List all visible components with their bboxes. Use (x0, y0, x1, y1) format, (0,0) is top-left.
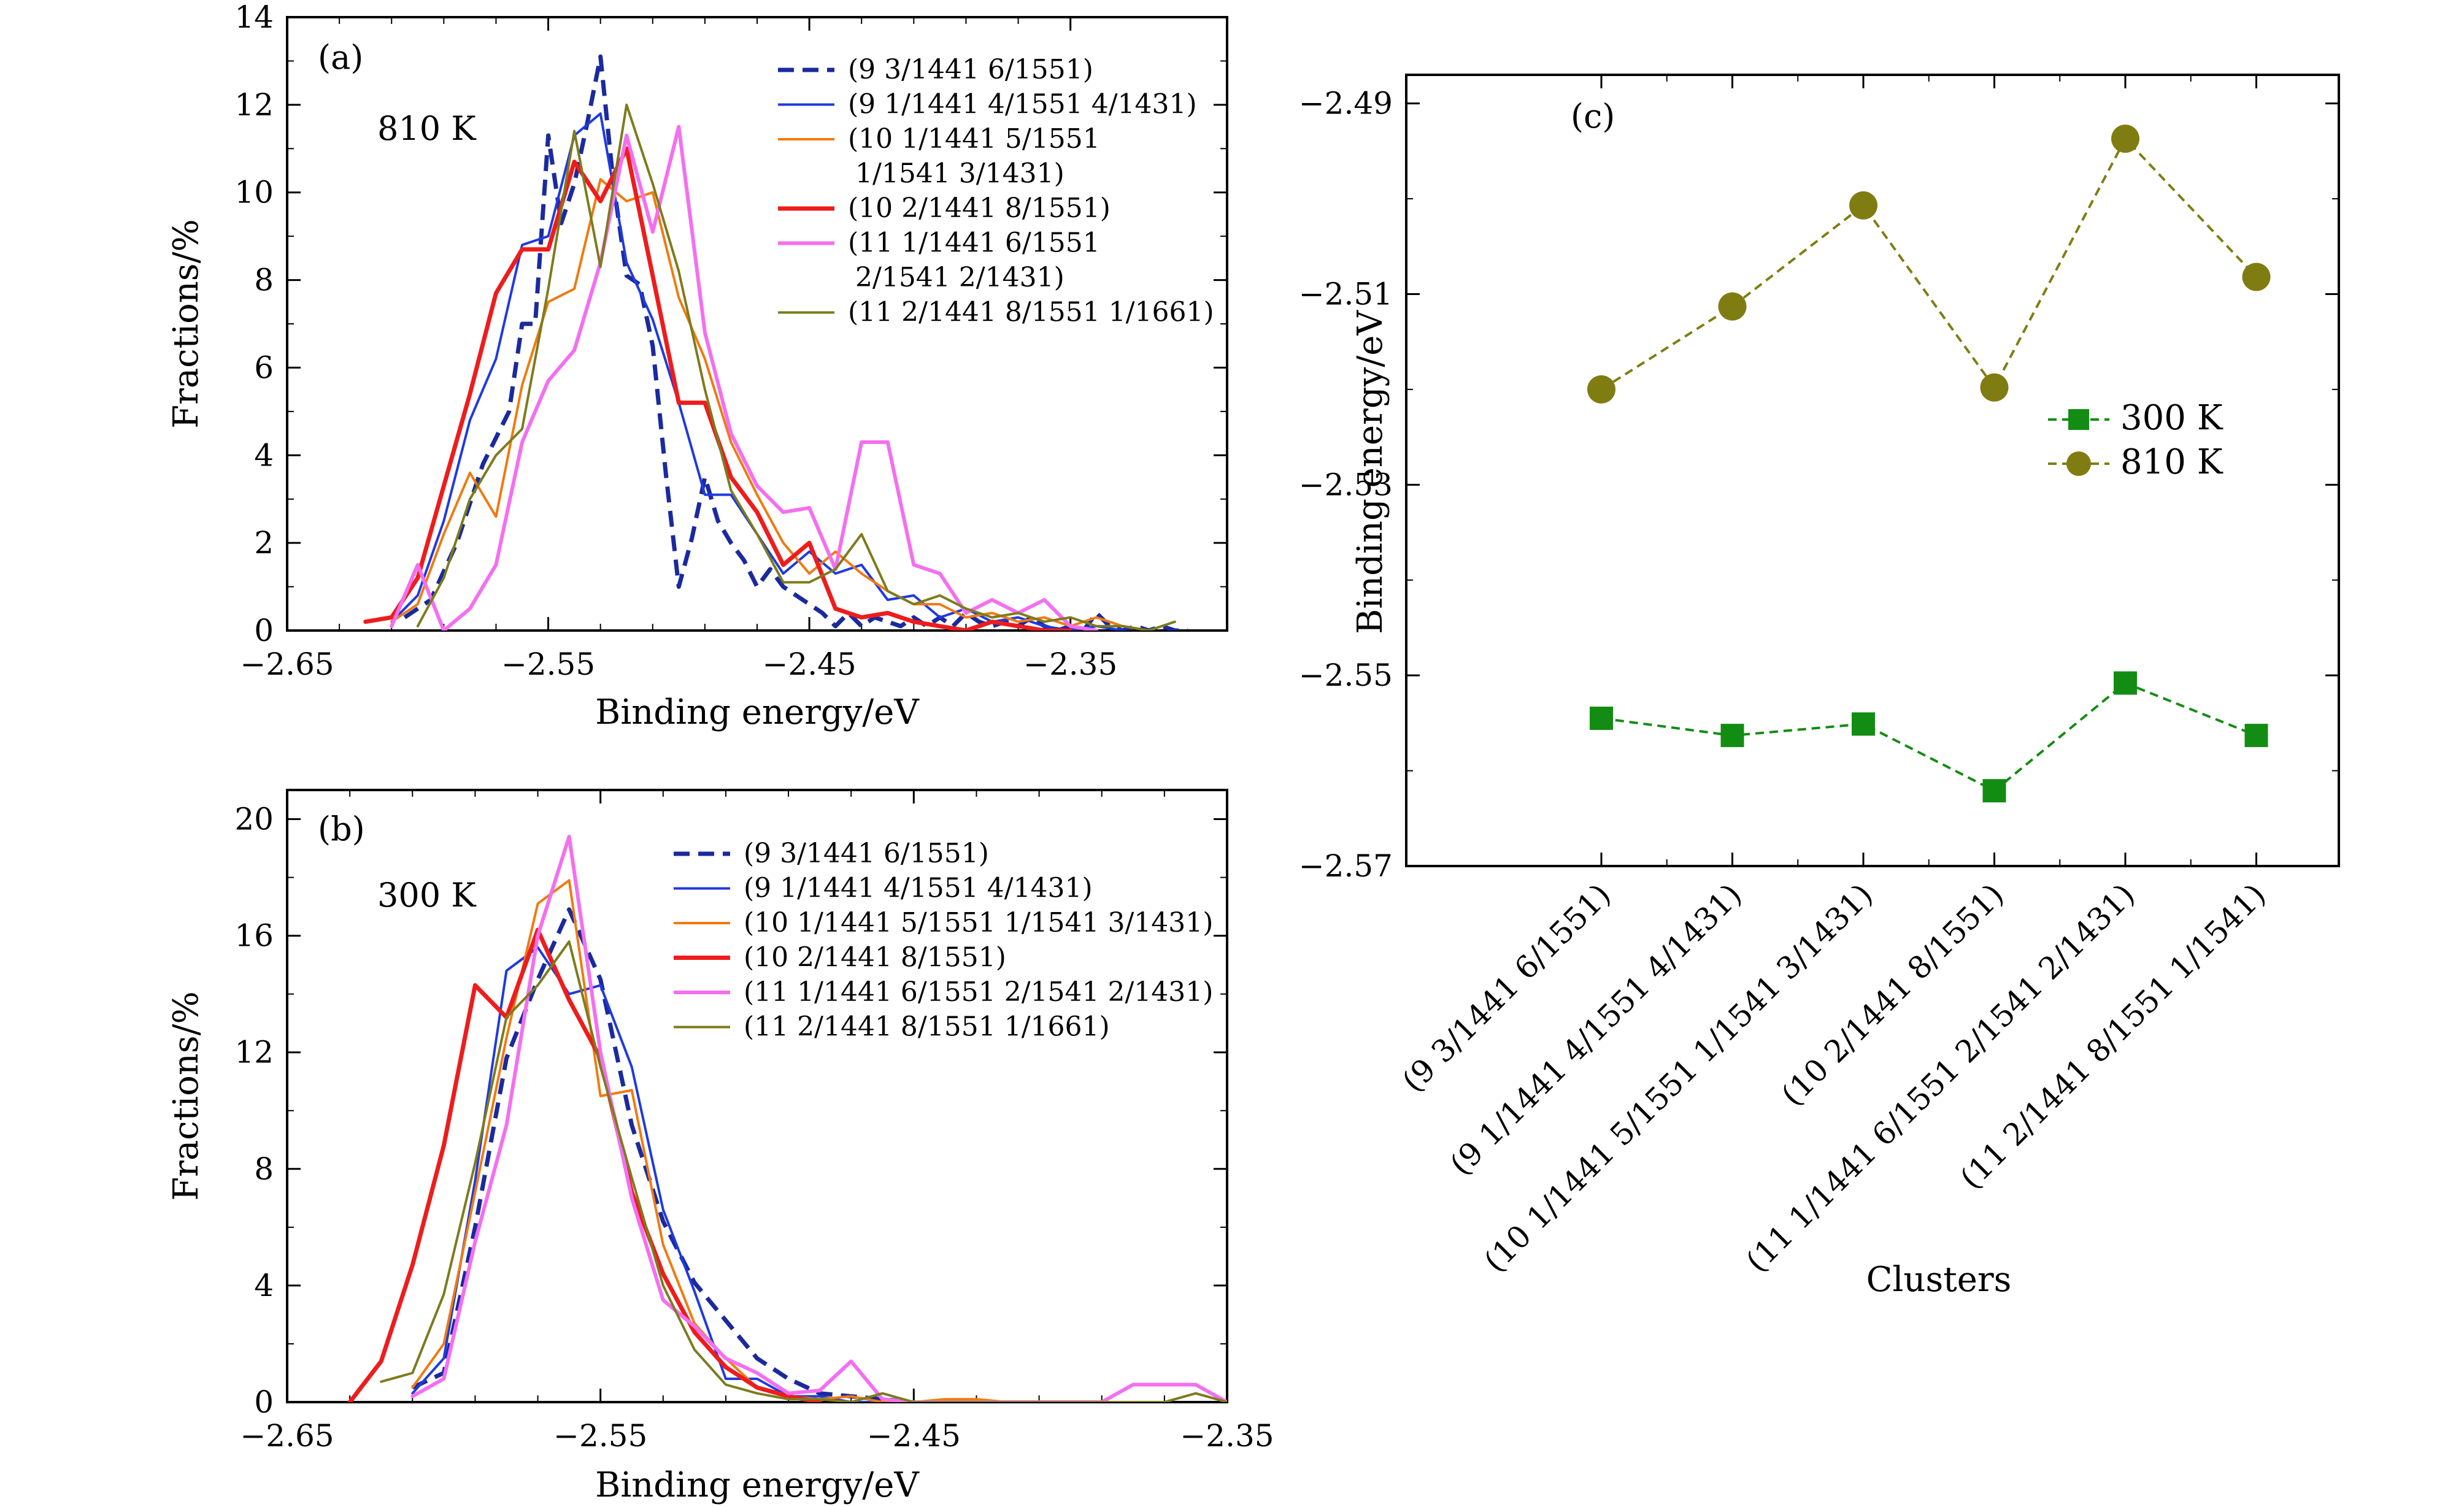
series-line-5 (390, 125, 1099, 631)
category-label: (10 2/1441 8/1551) (1774, 876, 2011, 1113)
panel-a-x-axis-label: Binding energy/eV (595, 692, 920, 732)
legend-label: (11 2/1441 8/1551 1/1661) (744, 1011, 1110, 1043)
series-line-300-K (1601, 681, 2257, 792)
x-tick-label: −2.65 (240, 646, 334, 682)
panel-b-x-axis-label: Binding energy/eV (595, 1465, 920, 1505)
panel-a-temperature: 810 K (377, 109, 477, 148)
legend-label: (11 2/1441 8/1551 1/1661) (848, 297, 1214, 328)
y-tick-label: 10 (234, 175, 274, 210)
legend-label: (9 3/1441 6/1551) (848, 54, 1093, 85)
legend-label: (10 1/1441 5/1551 1/1541 3/1431) (744, 907, 1213, 938)
panel-a-tag: (a) (318, 38, 363, 77)
legend-label: 300 K (2120, 398, 2223, 438)
panel-c-frame (1405, 74, 2340, 867)
data-point-circle (1587, 375, 1615, 404)
y-tick-label: 20 (234, 802, 274, 837)
x-tick-label: −2.65 (240, 1418, 334, 1454)
legend-label: 810 K (2120, 442, 2223, 482)
panel-b-temperature: 300 K (377, 876, 477, 915)
series-line-6 (416, 103, 1176, 631)
series-line-1 (411, 907, 914, 1402)
x-tick-label: −2.35 (1023, 646, 1117, 682)
x-tick-label: −2.55 (501, 646, 595, 682)
panel-b-tag: (b) (318, 810, 365, 848)
panel-c: −2.57−2.55−2.53−2.51−2.49(9 3/1441 6/155… (1299, 74, 2340, 1300)
y-tick-label: 6 (254, 350, 274, 385)
legend-label: (9 1/1441 4/1551 4/1431) (744, 873, 1093, 904)
y-tick-label: −2.57 (1299, 848, 1393, 884)
series-line-2 (390, 112, 1124, 631)
series-line-3 (390, 178, 1150, 631)
series-line-5 (410, 835, 1227, 1402)
legend-label: 1/1541 3/1431) (855, 158, 1065, 190)
y-tick-label: 8 (254, 1151, 274, 1187)
panel-c-tag: (c) (1571, 97, 1615, 136)
panel-a-y-axis-label: Fractions/% (166, 219, 206, 428)
y-tick-label: −2.53 (1299, 467, 1393, 502)
data-point-circle (1718, 292, 1747, 321)
panel-b-y-axis-label: Fractions/% (166, 991, 206, 1200)
legend-label: (9 3/1441 6/1551) (744, 838, 989, 869)
y-tick-label: 4 (254, 1268, 274, 1303)
series-line-4 (347, 927, 822, 1402)
y-tick-label: 8 (254, 263, 274, 298)
data-point-circle (1980, 373, 2009, 402)
legend-marker (2066, 451, 2091, 476)
legend-label: (10 2/1441 8/1551) (744, 942, 1006, 973)
data-point-square (1982, 779, 2006, 803)
y-tick-label: 0 (254, 613, 274, 648)
legend-label: (11 1/1441 6/1551 2/1541 2/1431) (744, 976, 1213, 1008)
y-tick-label: 16 (234, 918, 274, 954)
x-tick-label: −2.45 (762, 646, 856, 682)
y-tick-label: 12 (234, 87, 274, 123)
y-tick-label: −2.51 (1299, 276, 1393, 312)
panel-c-y-axis-label: Binding energy/eV (1350, 310, 1390, 634)
y-tick-label: 0 (254, 1384, 274, 1420)
series-line-810-K (1600, 136, 2257, 391)
data-point-square (1590, 707, 1613, 730)
y-tick-label: −2.55 (1299, 658, 1393, 693)
legend-label: (11 1/1441 6/1551 (848, 228, 1100, 259)
data-point-circle (2242, 263, 2271, 291)
legend-label: (10 2/1441 8/1551) (848, 193, 1111, 224)
series-line-6 (380, 940, 1227, 1402)
legend-label: (9 1/1441 4/1551 4/1431) (848, 89, 1197, 120)
y-tick-label: 12 (234, 1035, 274, 1070)
data-point-circle (1849, 191, 1877, 220)
data-point-circle (2111, 125, 2139, 153)
legend-marker (2068, 409, 2089, 430)
x-tick-label: −2.35 (1180, 1418, 1274, 1454)
data-point-square (1720, 724, 1744, 748)
series-line-2 (411, 946, 884, 1402)
panel-a: −2.65 −2.55 −2.45 −2.35 0 2 4 6 8 10 12 14 (a) 810 … (166, 0, 1228, 732)
y-tick-label: −2.49 (1299, 86, 1393, 121)
legend-label: (10 1/1441 5/1551 (848, 123, 1100, 155)
data-point-square (2244, 724, 2268, 748)
series-line-1 (403, 54, 1188, 631)
panel-b-frame (286, 789, 1228, 1403)
x-tick-label: −2.45 (867, 1418, 961, 1454)
panel-c-x-axis-label: Clusters (1866, 1260, 2012, 1300)
y-tick-label: 2 (254, 525, 274, 561)
data-point-square (2114, 671, 2137, 695)
y-tick-label: 14 (234, 0, 274, 35)
x-tick-label: −2.55 (553, 1418, 647, 1454)
y-tick-label: 4 (254, 437, 274, 473)
data-point-square (1852, 712, 1875, 736)
legend-label: 2/1541 2/1431) (855, 262, 1065, 293)
